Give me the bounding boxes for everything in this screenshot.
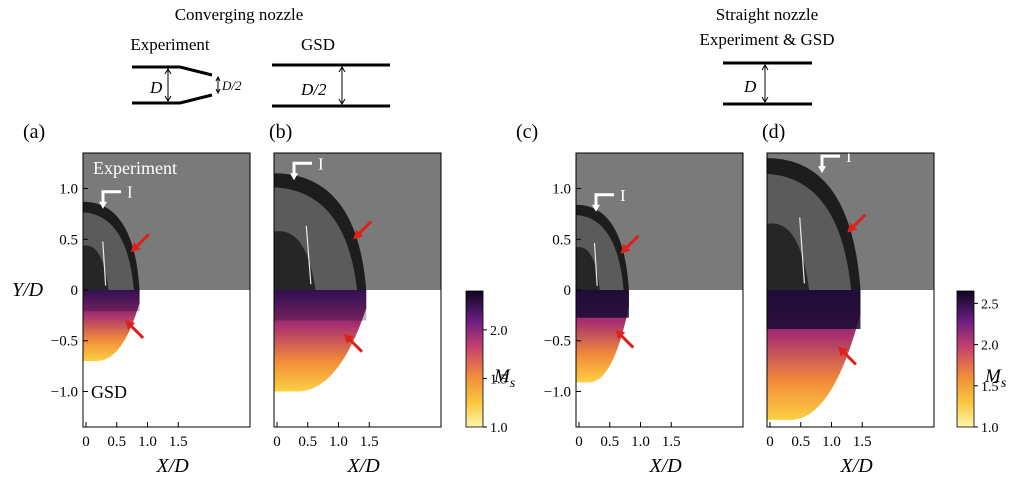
x-tick-label: 0: [82, 434, 90, 450]
gsd-core: [576, 290, 629, 318]
gsd-tag: GSD: [91, 382, 127, 402]
mach-disk: [799, 217, 805, 284]
colorbar-tick: 1.0: [490, 421, 508, 436]
panel-frame: [766, 152, 935, 428]
colorbar-gradient: [465, 290, 484, 428]
colorbar-gradient: [956, 290, 975, 428]
straight-nozzle-schematic: Straight nozzle Experiment & GSD D: [699, 5, 835, 106]
gsd-core: [274, 290, 367, 321]
y-axis-label: Y/D: [12, 279, 44, 301]
x-tick-label: 0: [575, 434, 583, 450]
converging-nozzle-schematic: Converging nozzle Experiment GSD D D/2 D…: [130, 5, 390, 108]
jet-core: [274, 231, 316, 290]
gsd-core: [83, 290, 140, 312]
x-axis-label: X/D: [649, 455, 683, 477]
y-tick-label: −0.5: [544, 334, 571, 350]
y-tick-label: 1.0: [59, 182, 78, 198]
experiment-schematic-label: Experiment: [130, 35, 210, 54]
dimension-gsd: D/2: [300, 80, 327, 99]
x-tick-label: 0.5: [298, 434, 317, 450]
y-tick-label: 1.0: [552, 182, 571, 198]
y-tick-label: −0.5: [51, 334, 78, 350]
jet-core: [576, 247, 600, 290]
x-tick-label: 0.5: [791, 434, 810, 450]
y-tick-label: 0: [71, 283, 79, 299]
panel-4: (d) I 0 0.5 1.0 1.5 X/D: [762, 121, 935, 477]
marker-label: I: [846, 147, 852, 166]
panel-1: (a) Experiment I GSD 0 0.5 1.0 1.5 X/D 1.0 0.5 0 −0.…: [23, 121, 251, 477]
colorbar-tick: 1.5: [490, 372, 508, 387]
panels: (a) Experiment I GSD 0 0.5 1.0 1.5 X/D 1.0 0.5 0 −0.…: [23, 121, 1007, 477]
marker-label: I: [127, 183, 133, 202]
x-tick-label: 1.0: [822, 434, 841, 450]
panel-frame: [273, 152, 442, 428]
straight-subtitle: Experiment & GSD: [699, 30, 834, 49]
gsd-core: [767, 290, 861, 329]
x-tick-label: 0.5: [107, 434, 126, 450]
mach-disk: [305, 225, 312, 285]
colorbar-2: 2.52.01.51.0Ms: [956, 290, 1007, 436]
x-tick-label: 0: [766, 434, 774, 450]
mach-disk: [102, 241, 107, 286]
colorbar-tick: 2.0: [981, 339, 999, 354]
colorbar-1: 2.01.51.0Ms: [465, 290, 516, 436]
dimension-straight-d: D: [743, 77, 757, 96]
mach-disk: [593, 243, 598, 286]
jet-core: [83, 245, 109, 290]
x-tick-label: 1.5: [360, 434, 379, 450]
x-tick-label: 0.5: [600, 434, 619, 450]
experiment-tag: Experiment: [93, 158, 177, 178]
panel-label: (a): [23, 121, 45, 143]
x-axis-label: X/D: [156, 455, 190, 477]
x-axis-label: X/D: [347, 455, 381, 477]
panel-label: (c): [516, 121, 538, 143]
colorbar-tick: 1.5: [981, 380, 999, 395]
colorbar-tick: 2.5: [981, 297, 999, 312]
x-tick-label: 0: [273, 434, 281, 450]
y-tick-label: 0.5: [552, 232, 571, 248]
converging-title: Converging nozzle: [175, 5, 304, 24]
x-tick-label: 1.5: [853, 434, 872, 450]
panel-3: (c) I 0 0.5 1.0 1.5 X/D 1.0 0.5 0 −0.5 −1.0: [516, 121, 744, 477]
straight-title: Straight nozzle: [716, 5, 818, 24]
colorbar-tick: 2.0: [490, 324, 508, 339]
x-tick-label: 1.0: [631, 434, 650, 450]
y-tick-label: 0: [564, 283, 572, 299]
marker-arrow: [292, 161, 312, 178]
panel-label: (b): [269, 121, 292, 143]
y-tick-label: −1.0: [51, 384, 78, 400]
gsd-mach-field: [274, 290, 367, 392]
marker-arrow: [101, 190, 121, 206]
panel-label: (d): [762, 121, 785, 143]
y-tick-label: −1.0: [544, 384, 571, 400]
marker-arrow: [594, 193, 614, 209]
dimension-d-half: D/2: [221, 78, 242, 93]
x-tick-label: 1.5: [169, 434, 188, 450]
colorbar-tick: 1.0: [981, 421, 999, 436]
x-tick-label: 1.5: [662, 434, 681, 450]
y-tick-label: 0.5: [59, 232, 78, 248]
x-axis-label: X/D: [840, 455, 874, 477]
nozzle-wall-top: [132, 65, 213, 77]
jet-core: [767, 223, 810, 290]
nozzle-wall-bottom: [132, 93, 213, 105]
marker-label: I: [318, 154, 324, 173]
x-tick-label: 1.0: [329, 434, 348, 450]
dimension-d: D: [149, 78, 163, 97]
marker-arrow: [820, 154, 840, 171]
gsd-mach-field: [83, 290, 140, 362]
panel-2: (b) I 0 0.5 1.0 1.5 X/D: [269, 121, 442, 477]
x-tick-label: 1.0: [138, 434, 157, 450]
gsd-schematic-label: GSD: [301, 35, 335, 54]
marker-label: I: [620, 186, 626, 205]
